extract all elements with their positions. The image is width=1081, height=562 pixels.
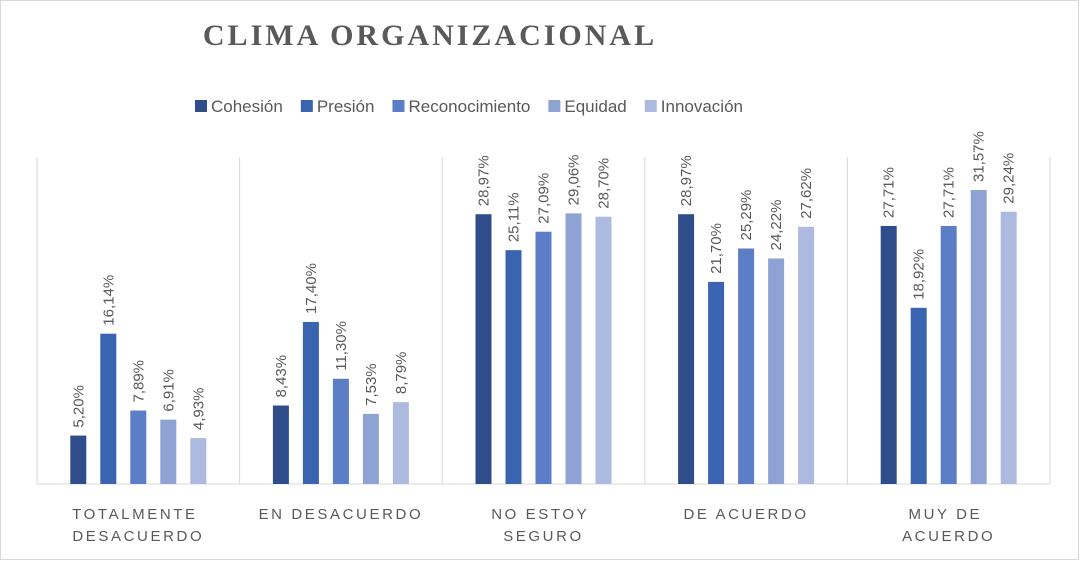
- legend-swatch: [195, 100, 207, 112]
- value-label: 8,79%: [393, 352, 410, 395]
- value-label: 21,70%: [708, 223, 725, 274]
- x-tick-label: TOTALMENTE DESACUERDO: [72, 506, 204, 545]
- legend-label: Presión: [317, 97, 375, 116]
- value-label: 27,71%: [941, 167, 958, 218]
- bar: [130, 410, 147, 484]
- value-label: 28,97%: [678, 155, 695, 206]
- value-label: 29,24%: [1001, 153, 1018, 204]
- bar: [880, 225, 897, 484]
- value-label: 24,22%: [768, 200, 785, 251]
- legend-label: Cohesión: [211, 97, 283, 116]
- value-label: 25,29%: [738, 190, 755, 241]
- value-label: 28,70%: [596, 158, 613, 209]
- bar: [332, 378, 349, 484]
- bar: [910, 307, 927, 484]
- bar: [595, 216, 612, 484]
- bar: [708, 281, 725, 484]
- value-label: 18,92%: [911, 249, 928, 300]
- value-label: 5,20%: [70, 385, 87, 428]
- value-label: 4,93%: [190, 388, 207, 431]
- legend-label: Equidad: [564, 97, 626, 116]
- value-label: 27,09%: [536, 173, 553, 224]
- bar: [970, 190, 987, 484]
- bar: [1000, 211, 1017, 485]
- x-tick-label: DE ACUERDO: [684, 506, 809, 523]
- chart-title: CLIMA ORGANIZACIONAL: [203, 19, 657, 52]
- bar: [362, 413, 379, 484]
- bar: [505, 250, 522, 484]
- bar: [475, 214, 492, 484]
- bar: [302, 321, 319, 484]
- value-label: 27,71%: [881, 167, 898, 218]
- bar: [565, 213, 582, 484]
- bar: [392, 402, 409, 484]
- bar: [160, 419, 177, 484]
- legend-swatch: [644, 100, 657, 112]
- x-tick-label: EN DESACUERDO: [259, 506, 424, 523]
- value-label: 28,97%: [476, 155, 493, 206]
- bar: [272, 405, 289, 484]
- value-label: 11,30%: [333, 321, 350, 371]
- bar: [940, 225, 957, 484]
- bar: [535, 231, 552, 484]
- x-tick-label: NO ESTOY SEGURO: [491, 506, 596, 545]
- bar: [190, 438, 207, 484]
- value-label: 16,14%: [100, 275, 117, 326]
- value-label: 25,11%: [506, 192, 523, 242]
- x-tick-label: MUY DE ACUERDO: [902, 506, 995, 545]
- value-label: 6,91%: [160, 369, 177, 412]
- legend-swatch: [392, 100, 405, 112]
- legend-label: Reconocimiento: [408, 97, 530, 116]
- value-label: 17,40%: [303, 263, 320, 314]
- bar: [798, 226, 815, 485]
- value-label: 7,53%: [363, 363, 380, 406]
- bar: [70, 435, 87, 484]
- value-label: 31,57%: [971, 131, 988, 182]
- bar: [738, 248, 755, 484]
- value-label: 7,89%: [130, 360, 147, 403]
- value-label: 29,06%: [566, 154, 583, 205]
- legend-swatch: [300, 100, 313, 112]
- bar: [678, 214, 695, 484]
- value-label: 8,43%: [273, 355, 290, 398]
- bar: [100, 333, 117, 484]
- legend-label: Innovación: [661, 97, 743, 116]
- legend-swatch: [548, 100, 561, 112]
- bar: [768, 258, 785, 484]
- value-label: 27,62%: [798, 168, 815, 219]
